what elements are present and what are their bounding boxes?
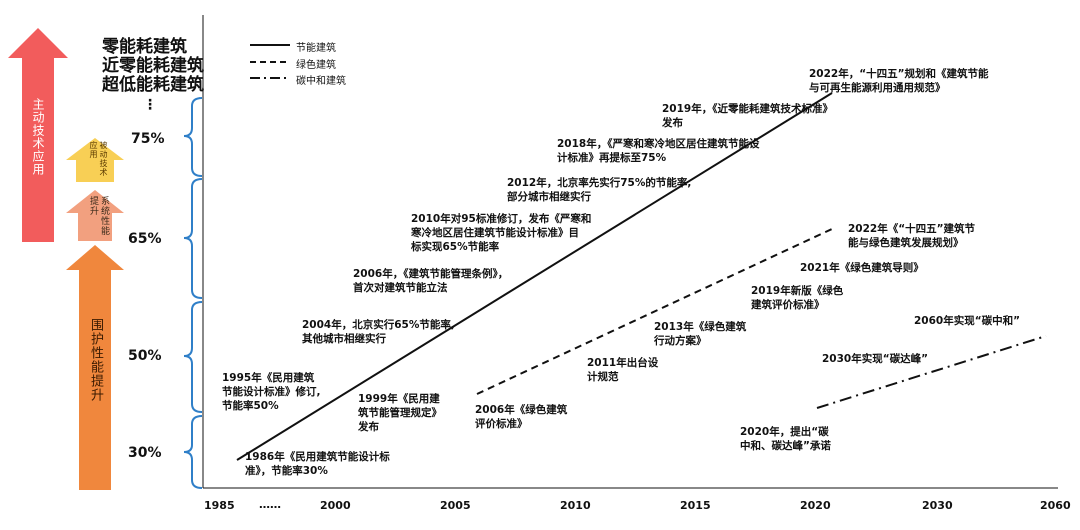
brace-50 <box>183 301 203 413</box>
year-2020: 2020 <box>800 499 831 512</box>
ann-2060: 2060年实现“碳中和” <box>914 315 1021 327</box>
brace-75 <box>183 97 203 177</box>
arrow-orange-label: 围护性能提升 <box>88 318 103 402</box>
ann-2012: 2012年，北京率先实行75%的节能率, 部分城市相继实行 <box>507 177 692 203</box>
year-2015: 2015 <box>680 499 711 512</box>
year-2010: 2010 <box>560 499 591 512</box>
legend-carbon-neutral: 碳中和建筑 <box>296 76 346 87</box>
pct-30: 30% <box>128 445 162 461</box>
brace-30 <box>183 415 203 489</box>
year-ellipsis: …… <box>259 498 281 511</box>
arrow-red-label: 主动技术应用 <box>31 98 45 176</box>
line-energy-saving <box>236 92 833 461</box>
ann-2013: 2013年《绿色建筑 行动方案》 <box>654 321 747 347</box>
arrow-red <box>8 28 68 242</box>
pct-65: 65% <box>128 231 162 247</box>
ann-1986: 1986年《民用建筑节能设计标 准》，节能率30% <box>245 451 390 477</box>
arrow-yellow <box>66 138 124 182</box>
pct-75: 75% <box>131 131 165 147</box>
ann-2006-green: 2006年《绿色建筑 评价标准》 <box>475 404 568 430</box>
arrow-salmon-label: 系统性能提升 <box>88 196 109 236</box>
arrow-salmon <box>66 190 124 241</box>
ann-2018: 2018年，《严寒和寒冷地区居住建筑节能设 计标准》再提标至75% <box>557 138 760 164</box>
heading-ultra-low-energy: 超低能耗建筑 <box>102 75 204 95</box>
heading-zero-energy: 零能耗建筑 <box>102 37 187 57</box>
vertical-ellipsis: ⋮ <box>143 97 157 113</box>
ann-2010: 2010年对95标准修订，发布《严寒和 寒冷地区居住建筑节能设计标准》目 标实现… <box>411 213 592 253</box>
ann-1999: 1999年《民用建 筑节能管理规定》 发布 <box>358 393 442 433</box>
line-green-building <box>476 228 833 395</box>
ann-2022-green: 2022年《“十四五”建筑节 能与绿色建筑发展规划》 <box>848 223 976 249</box>
left-arrows <box>8 28 124 490</box>
ann-2021: 2021年《绿色建筑导则》 <box>800 262 924 274</box>
arrow-yellow-label: 被动技术应用 <box>89 141 108 177</box>
year-2005: 2005 <box>440 499 471 512</box>
year-2060: 2060 <box>1040 499 1071 512</box>
legend-energy-saving: 节能建筑 <box>296 43 336 54</box>
ann-2020-carbon: 2020年，提出“碳 中和、碳达峰”承诺 <box>740 426 831 452</box>
ann-2019-green: 2019年新版《绿色 建筑评价标准》 <box>751 285 844 311</box>
year-2000: 2000 <box>320 499 351 512</box>
line-carbon-neutral <box>816 335 1047 409</box>
ann-2019: 2019年，《近零能耗建筑技术标准》 发布 <box>662 103 833 129</box>
ann-2011: 2011年出台设 计规范 <box>587 357 659 383</box>
ann-2030: 2030年实现“碳达峰” <box>822 353 929 365</box>
percent-braces <box>183 97 203 489</box>
arrow-orange <box>66 245 124 490</box>
year-1985: 1985 <box>204 499 235 512</box>
heading-near-zero-energy: 近零能耗建筑 <box>102 56 204 76</box>
ann-2006: 2006年，《建筑节能管理条例》， 首次对建筑节能立法 <box>353 268 509 294</box>
legend-green-building: 绿色建筑 <box>296 60 336 71</box>
ann-2022-energy: 2022年，“十四五”规划和《建筑节能 与可再生能源利用通用规范》 <box>809 68 989 94</box>
ann-2004: 2004年，北京实行65%节能率, 其他城市相继实行 <box>302 319 455 345</box>
year-2030: 2030 <box>922 499 953 512</box>
ann-1995: 1995年《民用建筑 节能设计标准》修订, 节能率50% <box>222 372 321 412</box>
pct-50: 50% <box>128 348 162 364</box>
brace-65 <box>183 178 203 299</box>
